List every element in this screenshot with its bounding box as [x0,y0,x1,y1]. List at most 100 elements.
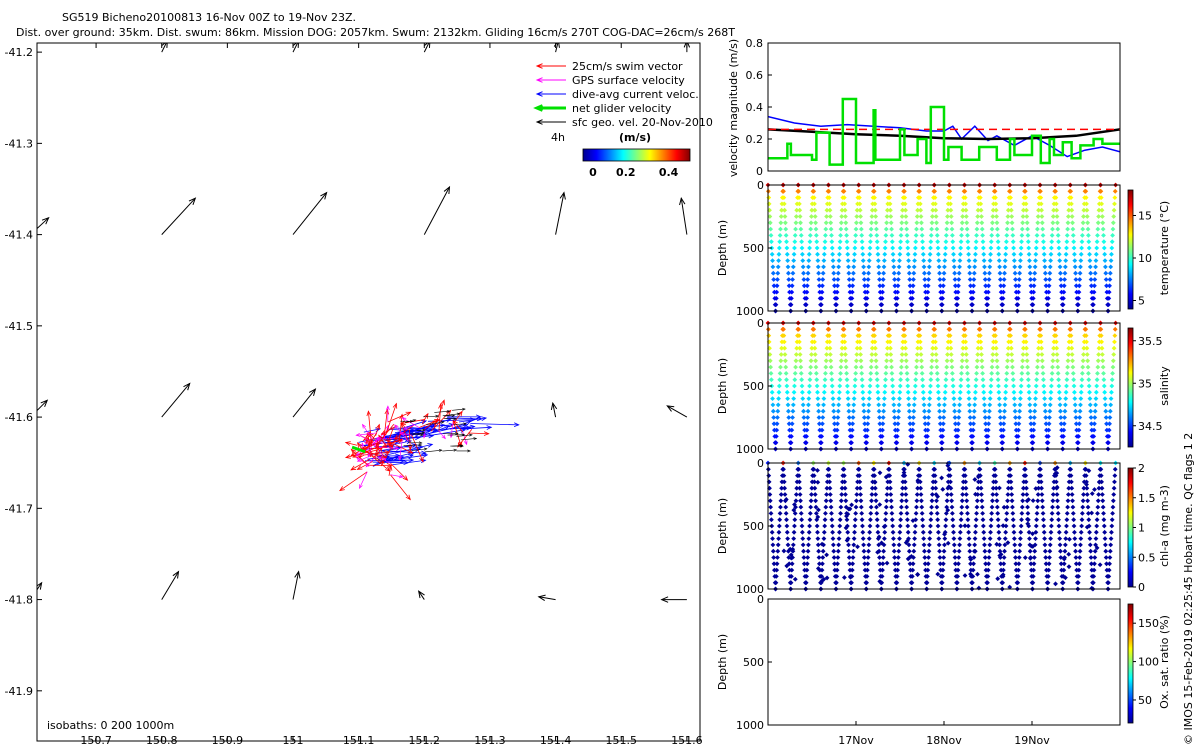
chla-point [785,536,791,542]
temperature-ytick-label: 0 [757,179,764,192]
salinity-point [1060,440,1066,446]
geo-vector-head [320,191,328,200]
salinity-point [815,396,821,402]
temperature-point [1004,232,1010,238]
salinity-point [987,408,992,414]
chla-point [934,504,940,510]
chla-point [894,573,900,579]
chla-point [1091,567,1097,573]
temperature-point [986,277,992,282]
geo-vector [423,43,430,53]
chla-point [807,517,813,523]
chla-point [864,573,870,579]
salinity-point [972,402,978,408]
salinity-point [1086,377,1092,383]
swim-vector-head [366,410,372,417]
temperature-point [875,258,881,264]
salinity-point [831,415,837,420]
temperature-point [768,226,774,232]
temperature-point [1000,302,1006,308]
swim-vector-head [379,458,385,464]
chla-point [1001,555,1007,560]
salinity-ytick-label: 1000 [736,443,764,456]
salinity-point [1025,370,1031,376]
salinity-point [775,408,781,414]
temperature-point [1039,214,1045,219]
map-axes-box [36,42,701,742]
salinity-point [791,389,797,395]
chla-point [866,548,871,554]
salinity-point [850,408,856,414]
salinity-point [1018,389,1024,395]
temperature-point [813,232,819,238]
salinity-point [881,402,887,408]
chla-point [774,567,780,573]
salinity-point [897,396,902,402]
salinity-point [993,333,998,339]
temperature-point [971,283,976,289]
chla-point [1019,510,1025,516]
salinity-point [838,364,844,370]
temperature-point [1094,239,1100,245]
salinity-point [917,326,922,332]
dac-vector-head [403,460,410,465]
chla-point [788,555,794,561]
temperature-point [777,239,783,245]
salinity-point [875,383,880,389]
chla-point [949,504,955,510]
geo-vector [292,571,300,600]
salinity-point [1087,396,1093,402]
chla-point [819,578,825,584]
salinity-point [1111,345,1117,351]
chla-point [1041,529,1047,535]
velocity-ytick-label: 0.4 [746,101,764,114]
geo-vector [161,383,191,418]
salinity-point [982,415,988,420]
salinity-point [1085,358,1091,364]
chla-point [1056,517,1061,523]
salinity-point [1033,389,1039,395]
temperature-point [993,195,998,201]
temperature-points [765,182,1119,314]
temperature-point [956,283,961,289]
salinity-point [1046,421,1052,427]
salinity-point [1092,421,1097,427]
salinity-point [1102,402,1108,408]
temperature-point [1042,270,1048,276]
salinity-point [866,408,871,414]
salinity-point [1027,396,1032,402]
salinity-point [766,339,772,345]
temperature-point [797,214,803,219]
chla-point [941,555,947,560]
temperature-point [967,270,973,276]
salinity-point [955,427,961,433]
temperature-point [826,188,832,194]
chla-point [829,523,835,529]
salinity-point [974,358,980,364]
salinity-point [836,402,842,408]
chla-point [1020,498,1026,504]
chla-point [982,555,988,560]
salinity-point [1062,402,1068,408]
temperature-point [1072,251,1077,257]
temperature-point [875,251,881,257]
dac-vector-head [427,443,434,448]
temperature-point [919,232,925,238]
salinity-point [829,377,835,383]
salinity-point [859,370,865,376]
chla-point [868,504,874,510]
salinity-point [880,421,886,427]
chla-point [1102,529,1108,535]
temperature-point [943,232,949,238]
chla-point [1040,510,1046,516]
chla-point [1043,555,1049,560]
gps-vector-head [398,474,404,479]
geo-vector [680,198,688,235]
track-vector [426,421,444,426]
temperature-point [770,258,775,264]
temperature-point [903,214,909,219]
chla-point [1002,548,1007,554]
chla-point [852,529,857,535]
swim-vector [452,420,464,433]
temperature-point [837,245,843,251]
